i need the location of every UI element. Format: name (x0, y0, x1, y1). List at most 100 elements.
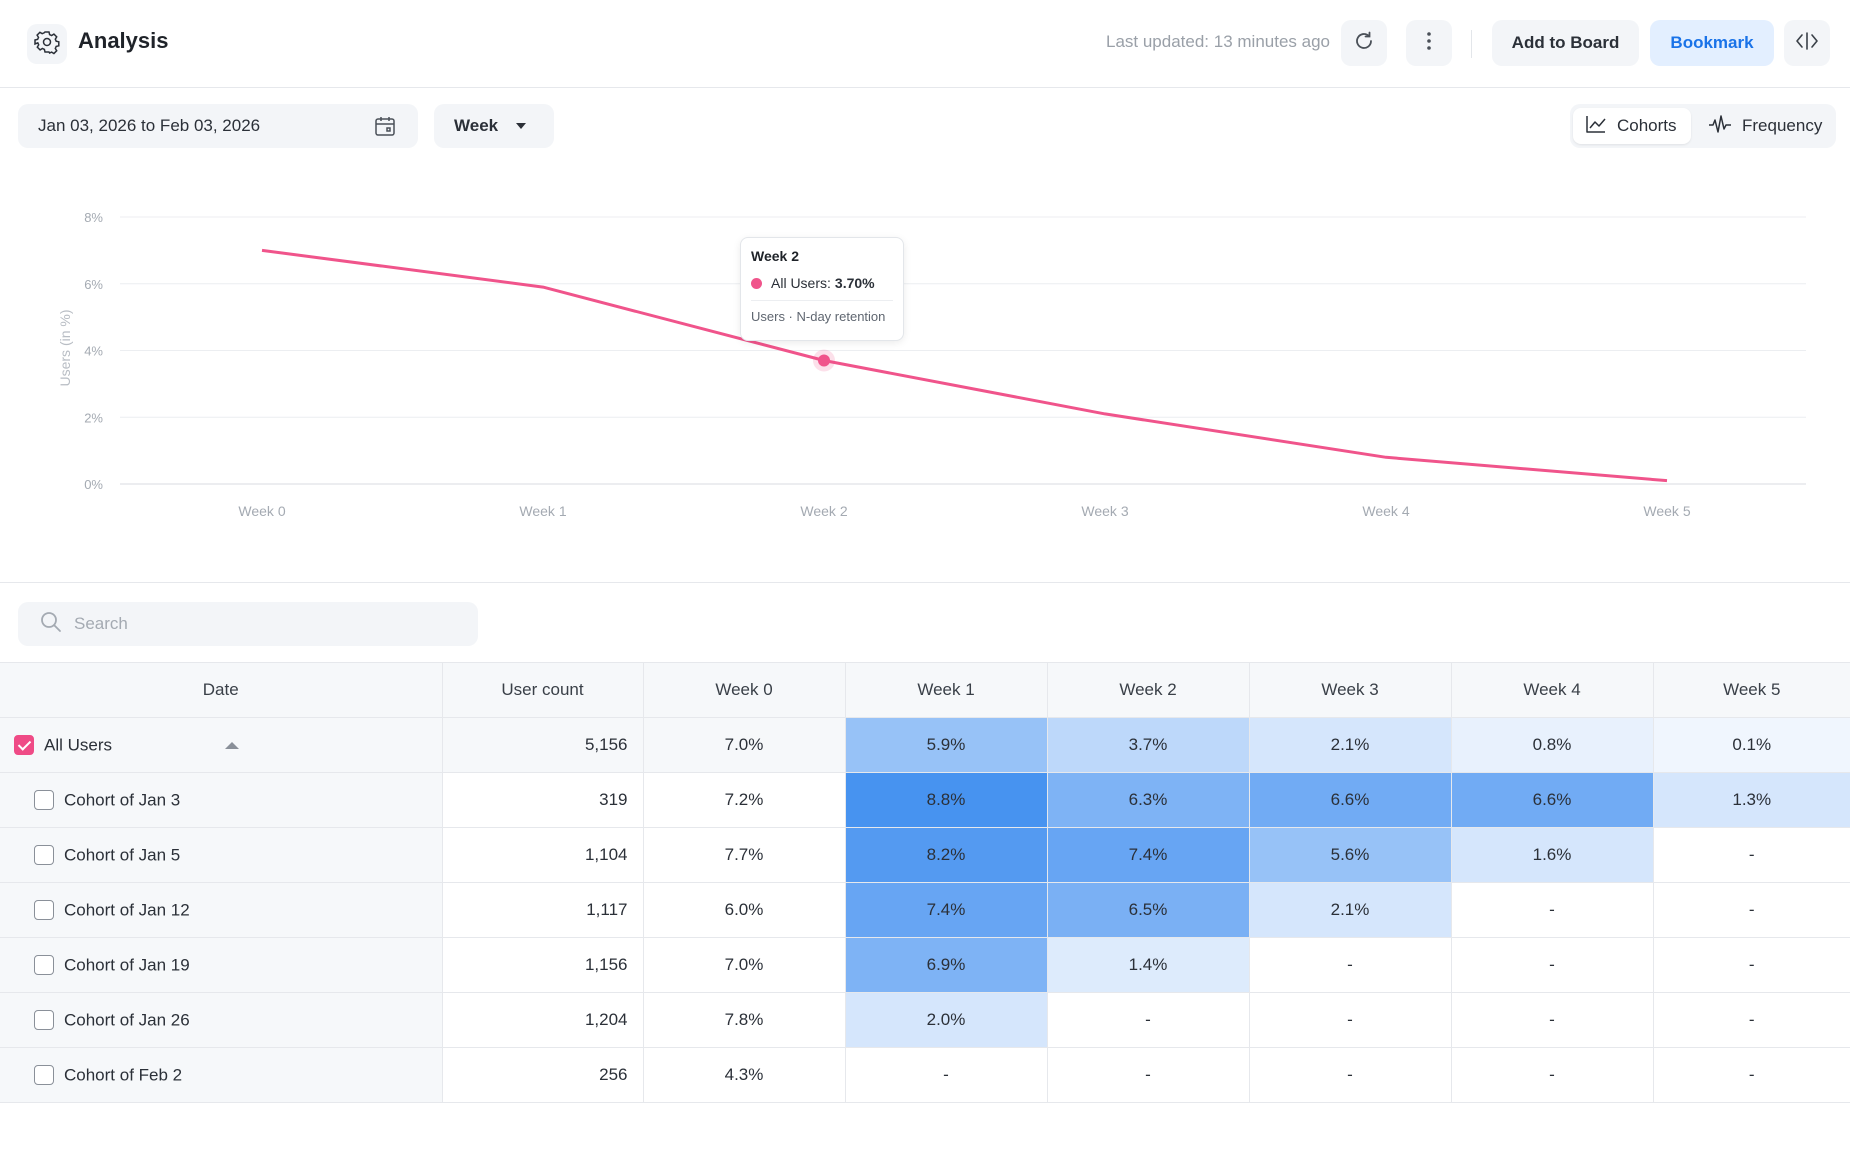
tooltip-divider (751, 300, 893, 301)
row-checkbox[interactable] (14, 735, 34, 756)
more-options-button[interactable] (1406, 20, 1452, 66)
y-tick-label: 0% (84, 477, 103, 492)
bookmark-button[interactable]: Bookmark (1650, 20, 1774, 66)
retention-cell[interactable]: 6.3% (1047, 772, 1250, 828)
retention-cell[interactable]: 7.4% (1047, 827, 1250, 883)
row-label: Cohort of Jan 19 (64, 955, 190, 975)
column-header-date[interactable]: Date (0, 662, 443, 718)
date-cell: All Users (0, 717, 443, 773)
retention-cell[interactable]: 7.2% (643, 772, 846, 828)
column-header-week-3[interactable]: Week 3 (1249, 662, 1452, 718)
add-to-board-button[interactable]: Add to Board (1492, 20, 1639, 66)
row-label: All Users (44, 735, 113, 755)
retention-cell[interactable]: - (1653, 992, 1850, 1048)
retention-cell[interactable]: 0.1% (1653, 717, 1850, 773)
tab-cohorts-label: Cohorts (1617, 116, 1677, 135)
row-label: Cohort of Jan 5 (64, 845, 181, 865)
table-header-row: Date User count Week 0 Week 1 Week 2 Wee… (0, 662, 1850, 718)
retention-cell[interactable]: 6.0% (643, 882, 846, 938)
embed-code-button[interactable] (1784, 20, 1830, 66)
retention-cell[interactable]: - (1653, 827, 1850, 883)
retention-cell[interactable]: 6.9% (845, 937, 1048, 993)
y-tick-label: 6% (84, 277, 103, 292)
retention-cell[interactable]: - (1451, 992, 1654, 1048)
retention-cell[interactable]: - (1451, 882, 1654, 938)
retention-cell[interactable]: - (1047, 1047, 1250, 1103)
retention-cell[interactable]: 0.8% (1451, 717, 1654, 773)
retention-cell[interactable]: 7.0% (643, 937, 846, 993)
last-updated-text: Last updated: 13 minutes ago (1106, 32, 1330, 51)
retention-cell[interactable]: 6.6% (1249, 772, 1452, 828)
interval-select[interactable]: Week (434, 104, 554, 148)
date-cell: Cohort of Feb 2 (0, 1047, 443, 1103)
retention-cell[interactable]: - (1249, 937, 1452, 993)
pulse-icon (1708, 114, 1742, 139)
row-label: Cohort of Jan 26 (64, 1010, 190, 1030)
settings-button[interactable] (27, 24, 67, 64)
retention-cell[interactable]: 5.9% (845, 717, 1048, 773)
retention-cell[interactable]: 2.1% (1249, 717, 1452, 773)
x-tick-label: Week 4 (1362, 503, 1409, 519)
y-axis-label: Users (in %) (57, 309, 73, 386)
tab-frequency[interactable]: Frequency (1700, 108, 1834, 144)
retention-cell[interactable]: - (1249, 1047, 1452, 1103)
date-range-picker[interactable]: Jan 03, 2026 to Feb 03, 2026 (18, 104, 418, 148)
gear-icon (34, 29, 60, 60)
retention-cell[interactable]: 5.6% (1249, 827, 1452, 883)
retention-cell[interactable]: 3.7% (1047, 717, 1250, 773)
row-checkbox[interactable] (34, 1065, 54, 1086)
retention-cell[interactable]: 1.4% (1047, 937, 1250, 993)
retention-cell[interactable]: - (1653, 882, 1850, 938)
retention-cell[interactable]: 8.2% (845, 827, 1048, 883)
refresh-icon (1353, 30, 1375, 57)
retention-cell[interactable]: 2.0% (845, 992, 1048, 1048)
table-row: Cohort of Jan 12 1,117 6.0% 7.4% 6.5% 2.1% - - (0, 882, 1850, 938)
y-tick-label: 2% (84, 410, 103, 425)
x-tick-label: Week 3 (1081, 503, 1128, 519)
retention-cell[interactable]: - (1653, 1047, 1850, 1103)
date-cell: Cohort of Jan 26 (0, 992, 443, 1048)
retention-cell[interactable]: 7.7% (643, 827, 846, 883)
retention-cell[interactable]: 6.6% (1451, 772, 1654, 828)
row-label: Cohort of Feb 2 (64, 1065, 183, 1085)
retention-cell[interactable]: 8.8% (845, 772, 1048, 828)
row-checkbox[interactable] (34, 955, 54, 976)
user-count-cell: 1,204 (442, 992, 644, 1048)
retention-cell[interactable]: 4.3% (643, 1047, 846, 1103)
retention-cell[interactable]: 1.3% (1653, 772, 1850, 828)
retention-cell[interactable]: 6.5% (1047, 882, 1250, 938)
column-header-user-count[interactable]: User count (442, 662, 644, 718)
column-header-week-0[interactable]: Week 0 (643, 662, 846, 718)
retention-cell[interactable]: - (1451, 1047, 1654, 1103)
retention-cell[interactable]: - (1249, 992, 1452, 1048)
column-header-week-2[interactable]: Week 2 (1047, 662, 1250, 718)
retention-cell[interactable]: - (845, 1047, 1048, 1103)
row-label: Cohort of Jan 3 (64, 790, 181, 810)
interval-value: Week (454, 116, 499, 135)
row-checkbox[interactable] (34, 845, 54, 866)
row-label: Cohort of Jan 12 (64, 900, 190, 920)
row-checkbox[interactable] (34, 790, 54, 811)
table-row: Cohort of Jan 3 319 7.2% 8.8% 6.3% 6.6% 6.6% 1.… (0, 772, 1850, 828)
page-title: Analysis (78, 28, 169, 53)
retention-cell[interactable]: 2.1% (1249, 882, 1452, 938)
retention-cell[interactable]: 7.4% (845, 882, 1048, 938)
column-header-week-1[interactable]: Week 1 (845, 662, 1048, 718)
column-header-week-4[interactable]: Week 4 (1451, 662, 1654, 718)
search-input[interactable] (74, 614, 454, 634)
column-header-week-5[interactable]: Week 5 (1653, 662, 1850, 718)
refresh-button[interactable] (1341, 20, 1387, 66)
retention-cell[interactable]: - (1653, 937, 1850, 993)
row-checkbox[interactable] (34, 900, 54, 921)
search-icon (40, 611, 62, 638)
retention-cell[interactable]: 7.0% (643, 717, 846, 773)
retention-cell[interactable]: 1.6% (1451, 827, 1654, 883)
header-divider (1471, 30, 1472, 58)
retention-cell[interactable]: - (1451, 937, 1654, 993)
row-checkbox[interactable] (34, 1010, 54, 1031)
retention-cell[interactable]: - (1047, 992, 1250, 1048)
hover-point[interactable] (818, 354, 830, 367)
collapse-caret-icon[interactable] (225, 742, 239, 749)
retention-cell[interactable]: 7.8% (643, 992, 846, 1048)
tab-cohorts[interactable]: Cohorts (1573, 108, 1691, 144)
